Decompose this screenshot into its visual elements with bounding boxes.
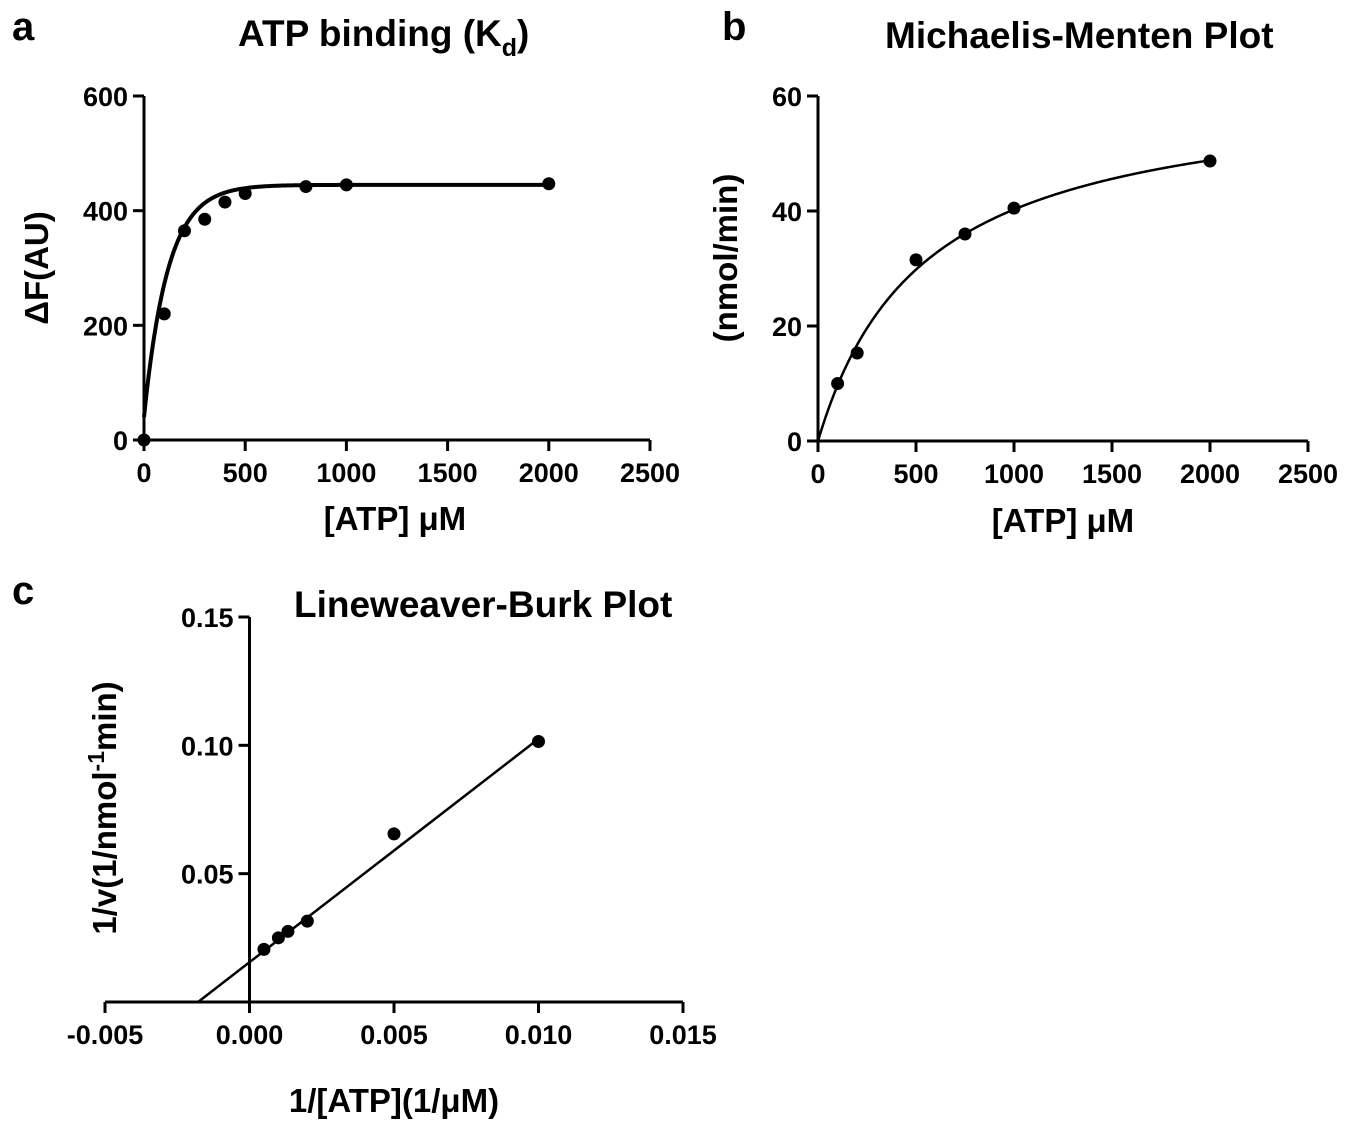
data-point-a [299,180,313,194]
x-tick-label-a: 1500 [418,458,478,488]
x-axis-label-c: 1/[ATP](1/μM) [289,1082,499,1119]
x-tick-label-b: 1500 [1082,459,1142,489]
chart-title-a-subscript: d [502,34,517,62]
data-point-c [300,914,314,928]
x-tick-label-b: 500 [893,459,938,489]
panel-c: c Lineweaver-Burk Plot -0.005 0.000 0.005 0… [12,569,717,1119]
y-tick-label-b: 0 [787,427,802,457]
panel-letter-a: a [12,5,35,49]
data-point-c [257,942,271,956]
chart-title-a-main: ATP binding (K [238,13,502,54]
x-axis-label-b: [ATP] μM [992,502,1134,539]
data-point-a [137,433,151,447]
data-point-b [850,346,864,360]
chart-title-c: Lineweaver-Burk Plot [294,584,672,625]
y-tick-label-c: 0.05 [181,860,234,890]
data-point-a [542,177,556,191]
y-tick-label-b: 20 [772,312,802,342]
x-tick-label-a: 500 [223,458,268,488]
data-point-a [218,195,232,209]
y-tick-label-b: 40 [772,197,802,227]
y-axis-label-b: (nmol/min) [707,174,744,343]
x-tick-label-b: 2000 [1180,459,1240,489]
x-tick-label-b: 2500 [1278,459,1338,489]
x-tick-label-a: 0 [136,458,151,488]
y-tick-label-a: 400 [83,197,128,227]
panel-b: b Michaelis-Menten Plot 0 500 1000 1500 2000… [707,5,1338,539]
x-axis-label-a: [ATP] μM [324,500,466,537]
chart-title-a-close: ) [517,13,529,54]
x-tick-label-c: 0.005 [360,1020,428,1050]
data-point-a [238,186,252,200]
y-tick-label-b: 60 [772,82,802,112]
x-tick-label-a: 2500 [620,458,680,488]
data-point-b [831,377,845,390]
data-point-b [958,227,972,241]
y-tick-label-c: 0.15 [181,603,234,633]
x-tick-label-b: 0 [810,459,825,489]
panel-letter-b: b [722,5,746,49]
x-tick-label-b: 1000 [984,459,1044,489]
fit-curve-c [197,737,540,1003]
y-axis-label-main-c: 1/v(1/nmol [86,771,123,934]
data-point-c [387,827,401,841]
data-point-b [909,253,923,267]
data-point-b [1203,154,1217,168]
panel-letter-c: c [12,569,34,613]
chart-title-b: Michaelis-Menten Plot [885,15,1274,56]
x-tick-label-c: 0.000 [216,1020,284,1050]
y-tick-label-a: 0 [113,426,128,456]
x-tick-label-c: 0.010 [505,1020,573,1050]
data-point-c [281,924,295,938]
data-point-a [198,212,212,226]
data-point-a [157,307,171,321]
x-tick-label-c: 0.015 [649,1020,717,1050]
y-tick-label-c: 0.10 [181,731,234,761]
data-point-c [532,734,545,748]
x-tick-label-c: -0.005 [67,1020,144,1050]
y-axis-label-a: ΔF(AU) [18,211,55,325]
panel-a: a ATP binding (Kd) 0 500 1000 1500 2000 2500 0… [12,5,680,537]
y-tick-label-a: 600 [83,82,128,112]
data-point-a [177,224,191,238]
chart-title-a: ATP binding (Kd) [238,13,529,62]
data-point-b [1007,201,1021,215]
data-point-c [271,931,285,945]
x-tick-label-a: 2000 [519,458,579,488]
y-axis-label-c: 1/v(1/nmol-1min) [83,681,123,934]
data-point-a [339,178,353,192]
y-axis-label-superscript-c: -1 [83,751,109,772]
y-tick-label-a: 200 [83,311,128,341]
y-axis-label-close-c: min) [86,681,123,751]
x-tick-label-a: 1000 [316,458,376,488]
